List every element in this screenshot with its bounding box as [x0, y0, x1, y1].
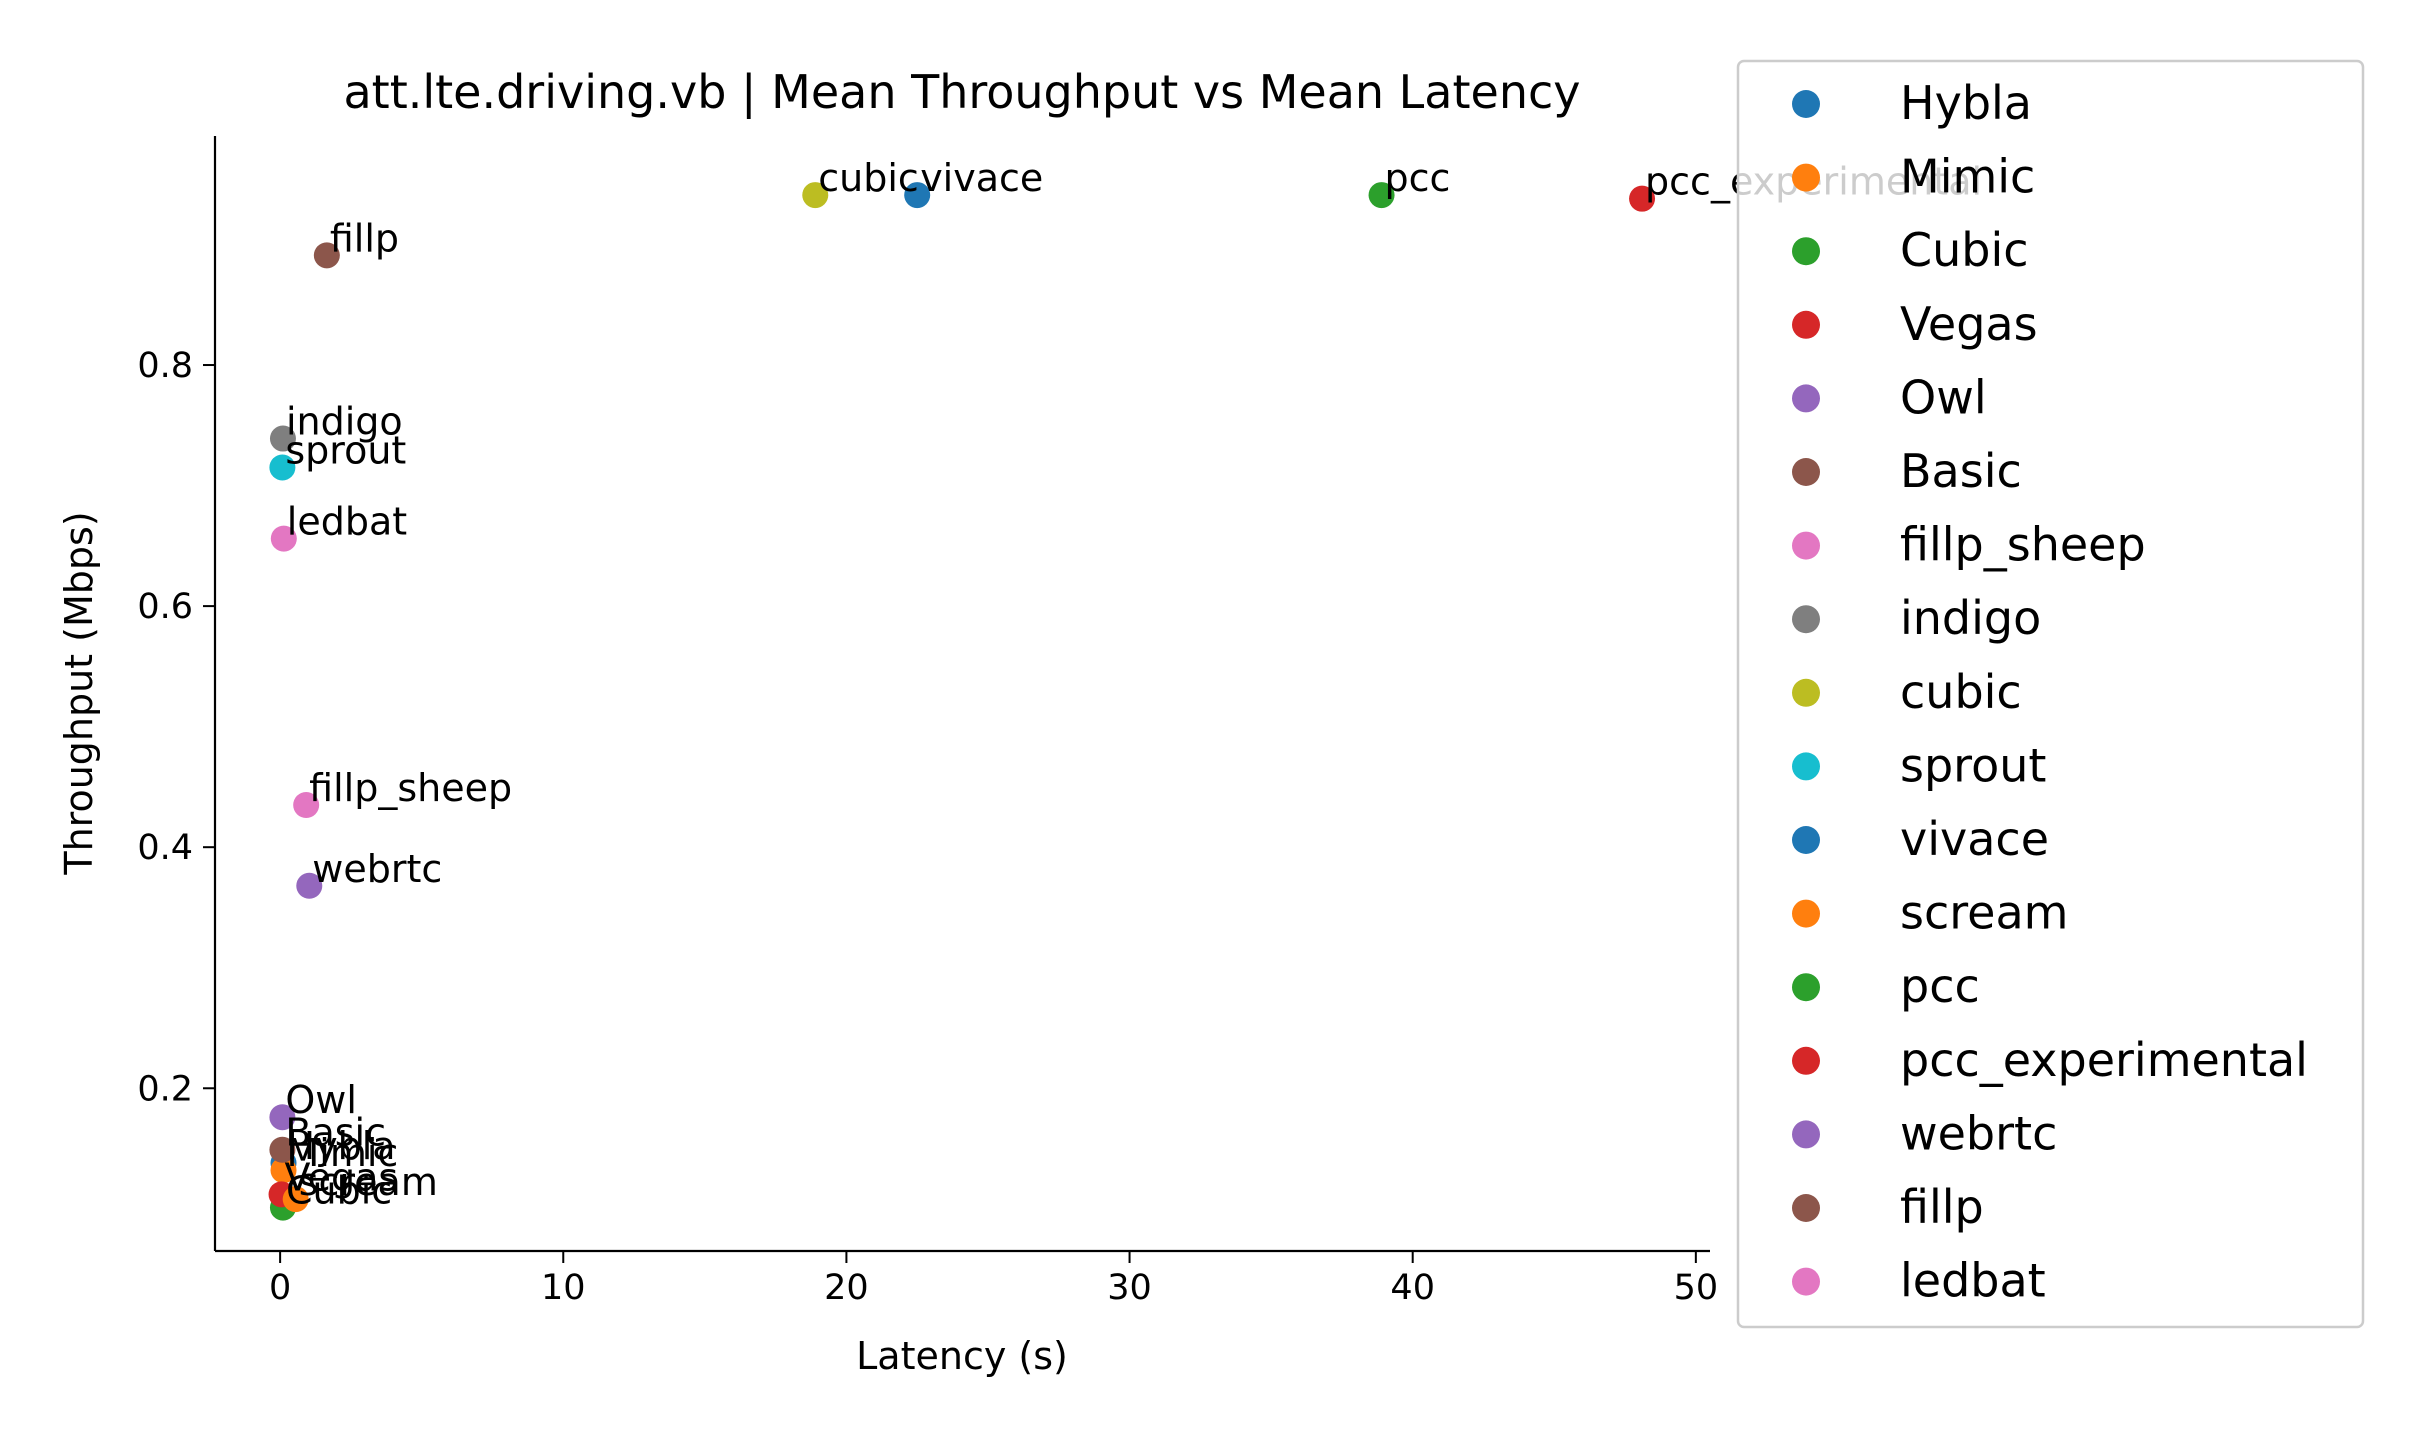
data-point-label: Mimic	[287, 1131, 399, 1175]
data-points	[268, 182, 1656, 1221]
legend-label: fillp_sheep	[1900, 518, 2146, 572]
data-point-label: cubic	[818, 156, 919, 200]
legend-marker	[1792, 899, 1820, 928]
data-point-ledbat	[270, 525, 297, 552]
data-point-label: fillp_sheep	[309, 766, 512, 810]
y-tick-label: 0.2	[137, 1069, 193, 1109]
legend-marker	[1792, 1120, 1820, 1149]
legend-label: webrtc	[1900, 1106, 2057, 1160]
legend-label: Basic	[1900, 444, 2022, 498]
data-point-label: indigo	[286, 400, 403, 444]
data-point-sprout	[269, 454, 296, 481]
x-axis-title: Latency (s)	[856, 1334, 1068, 1378]
data-point-label: Owl	[285, 1078, 357, 1122]
data-point-basic	[269, 1136, 296, 1163]
data-point-label: pcc	[1385, 156, 1451, 200]
legend-label: pcc_experimental	[1900, 1033, 2308, 1087]
legend-label: indigo	[1900, 591, 2041, 645]
legend-label: scream	[1900, 886, 2068, 940]
legend-label: cubic	[1900, 665, 2022, 719]
legend-marker	[1792, 1267, 1820, 1296]
data-point-scream	[282, 1186, 309, 1213]
legend-marker	[1792, 1046, 1820, 1075]
x-tick-label: 0	[269, 1268, 291, 1308]
data-point-cubic	[802, 182, 829, 209]
legend-label: pcc	[1900, 959, 1980, 1013]
legend-label: Owl	[1900, 370, 1987, 424]
legend-marker	[1792, 605, 1820, 634]
legend-marker	[1792, 826, 1820, 854]
legend-marker	[1792, 458, 1820, 486]
legend-items: Hybla Mimic Cubic Vegas Owl Basic fillp_sheepi…	[1792, 76, 2308, 1308]
legend: Hybla Mimic Cubic Vegas Owl Basic fillp_sheepi…	[1736, 59, 2365, 1329]
legend-label: Hybla	[1900, 76, 2032, 130]
y-axis-ticks: 0.2 0.4 0.6 0.8	[137, 346, 215, 1109]
data-point-label: Cubic	[286, 1169, 392, 1213]
legend-marker	[1792, 1194, 1820, 1222]
x-tick-label: 40	[1390, 1268, 1435, 1308]
legend-label: Vegas	[1900, 297, 2038, 351]
chart-title: att.lte.driving.vb | Mean Throughput vs …	[343, 65, 1580, 120]
data-point-indigo	[269, 425, 296, 452]
y-axis-title: Throughput (Mbps)	[57, 511, 101, 875]
y-tick-label: 0.8	[137, 346, 193, 386]
x-axis-ticks: 0 10 20 30 40 50	[269, 1251, 1718, 1308]
data-point-owl	[269, 1104, 296, 1131]
legend-frame	[1736, 59, 2365, 1329]
data-point-fillp	[313, 242, 340, 269]
legend-marker	[1792, 163, 1820, 192]
legend-marker	[1792, 531, 1820, 560]
data-point-webrtc	[296, 872, 323, 899]
data-point-label: Basic	[285, 1111, 386, 1155]
data-point-pcc-experimental	[1629, 185, 1656, 212]
legend-label: fillp	[1900, 1180, 1984, 1234]
x-tick-label: 10	[541, 1268, 586, 1308]
data-point-label: vivace	[920, 156, 1043, 200]
data-point-fillp-sheep	[293, 792, 320, 818]
data-point-label: fillp	[330, 216, 399, 260]
data-point-label: ledbat	[287, 500, 407, 544]
legend-marker	[1792, 384, 1820, 413]
legend-label: Mimic	[1900, 150, 2035, 204]
legend-marker	[1792, 310, 1820, 339]
legend-marker	[1792, 752, 1820, 781]
legend-marker	[1792, 678, 1820, 707]
x-tick-label: 50	[1674, 1268, 1719, 1308]
data-point-vivace	[904, 182, 931, 209]
data-point-label: webrtc	[312, 847, 442, 891]
x-tick-label: 30	[1107, 1268, 1152, 1308]
legend-label: ledbat	[1900, 1254, 2046, 1308]
legend-marker	[1792, 90, 1820, 118]
legend-marker	[1792, 237, 1820, 266]
data-point-pcc	[1368, 182, 1395, 209]
data-point-label: scream	[299, 1160, 438, 1204]
y-tick-label: 0.6	[137, 587, 193, 627]
plot-area: 0 10 20 30 40 50 0.2 0.4 0.6 0.8 HyblaMimicCubic…	[137, 136, 1982, 1308]
data-point-mimic	[270, 1157, 297, 1184]
data-point-label: sprout	[285, 428, 406, 472]
legend-marker	[1792, 973, 1820, 1002]
legend-label: Cubic	[1900, 223, 2029, 277]
y-tick-label: 0.4	[137, 828, 193, 868]
legend-label: vivace	[1900, 812, 2049, 866]
data-point-label: Vegas	[285, 1155, 399, 1199]
x-tick-label: 20	[824, 1268, 869, 1308]
legend-label: sprout	[1900, 738, 2046, 792]
data-point-label: Hybla	[287, 1124, 396, 1168]
